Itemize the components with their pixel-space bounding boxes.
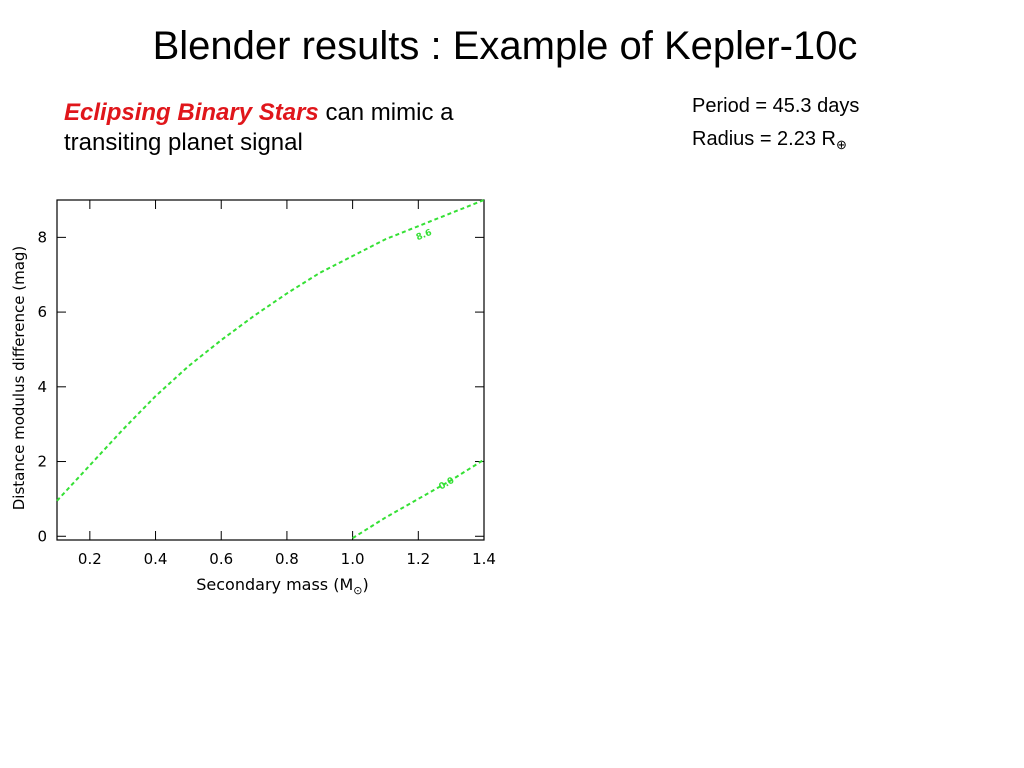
x-tick-label: 0.6: [209, 550, 233, 568]
x-axis-label: Secondary mass (M⊙): [196, 575, 368, 597]
x-tick-label: 1.0: [341, 550, 365, 568]
x-tick-label: 0.2: [78, 550, 102, 568]
x-tick-label: 0.4: [144, 550, 168, 568]
axis-ticks: [57, 200, 485, 540]
x-tick-label: 1.4: [472, 550, 496, 568]
slide-title: Blender results : Example of Kepler-10c: [152, 24, 858, 68]
subtitle-emphasis: Eclipsing Binary Stars: [64, 99, 319, 126]
contour-label: 8.6: [415, 228, 434, 243]
y-tick-label: 4: [37, 378, 47, 396]
contour-lines: 8.6 0.0: [56, 199, 485, 539]
contour-plot: 0.2 0.4 0.6 0.8 1.0 1.2 1.4 0 2 4 6 8 8.6 0.0 Second…: [0, 180, 520, 600]
contour-line: [56, 199, 485, 502]
x-tick-label: 1.2: [406, 550, 430, 568]
contour-line: [352, 458, 485, 539]
slide-subtitle: Eclipsing Binary Stars can mimic a trans…: [64, 98, 484, 158]
y-axis-label: Distance modulus difference (mag): [10, 246, 28, 511]
radius-value: Radius = 2.23 R: [692, 128, 836, 150]
axis-tick-labels: 0.2 0.4 0.6 0.8 1.0 1.2 1.4 0 2 4 6 8: [37, 228, 495, 568]
plot-svg: 0.2 0.4 0.6 0.8 1.0 1.2 1.4 0 2 4 6 8 8.6 0.0 Second…: [10, 199, 496, 597]
y-tick-label: 0: [37, 527, 47, 545]
plot-frame: [56, 199, 485, 541]
y-tick-label: 6: [37, 303, 47, 321]
subtitle-text: can mimic a transiting planet signal: [64, 99, 454, 156]
x-tick-label: 0.8: [275, 550, 299, 568]
period-text: Period = 45.3 days: [692, 95, 860, 117]
y-tick-label: 2: [37, 453, 47, 471]
planet-parameters: Period = 45.3 days Radius = 2.23 R⊕: [692, 90, 859, 161]
radius-text: Radius = 2.23 R⊕: [692, 123, 859, 161]
earth-symbol: ⊕: [835, 137, 847, 152]
y-tick-label: 8: [37, 228, 47, 246]
contour-label: 0.0: [437, 476, 456, 493]
